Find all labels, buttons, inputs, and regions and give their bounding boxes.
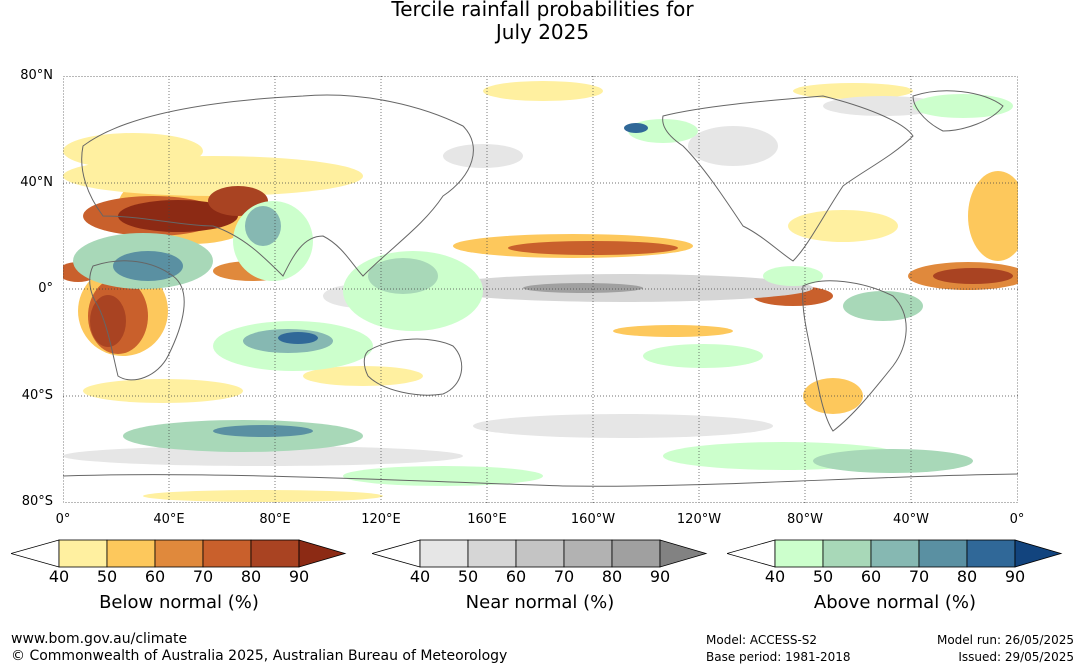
colorbar-segment [563, 539, 613, 568]
colorbar-min-extension [370, 539, 421, 568]
colorbar-max-extension [298, 539, 347, 568]
lat-label-40n: 40°N [20, 175, 53, 190]
footer-issued: Issued: 29/05/2025 [958, 650, 1074, 664]
colorbar-near-normal [370, 539, 712, 573]
map-svg [63, 76, 1018, 503]
colorbar-below-normal [9, 539, 351, 573]
colorbar-segment [822, 539, 872, 568]
footer-model: Model: ACCESS-S2 [706, 633, 818, 647]
colorbar-segment [611, 539, 661, 568]
colorbar-segment [515, 539, 565, 568]
cb-near-tick-70: 70 [553, 567, 575, 586]
cb-near-tick-90: 90 [649, 567, 671, 586]
colorbar-segment [467, 539, 517, 568]
colorbar-max-extension [1014, 539, 1063, 568]
rainfall-probability-map [63, 76, 1018, 503]
colorbar-segment [154, 539, 204, 568]
colorbar-below-title: Below normal (%) [99, 592, 259, 613]
colorbar-above-normal [725, 539, 1067, 573]
map-title-line1: Tercile rainfall probabilities for [391, 0, 694, 21]
colorbar-below-svg [9, 539, 347, 568]
above-normal-regions [73, 94, 1013, 486]
colorbar-segment [58, 539, 108, 568]
cb-below-tick-50: 50 [96, 567, 118, 586]
colorbar-min-extension [725, 539, 776, 568]
colorbar-min-extension [9, 539, 60, 568]
footer-website: www.bom.gov.au/climate [11, 631, 188, 647]
graticule [63, 76, 1018, 503]
colorbar-near-title: Near normal (%) [465, 592, 615, 613]
cb-above-tick-70: 70 [908, 567, 930, 586]
colorbar-near-svg [370, 539, 708, 568]
cb-below-tick-60: 60 [144, 567, 166, 586]
colorbar-above-title: Above normal (%) [813, 592, 977, 613]
cb-above-tick-40: 40 [764, 567, 786, 586]
cb-below-tick-90: 90 [288, 567, 310, 586]
lat-label-40s: 40°S [21, 388, 53, 403]
lon-label-80e: 80°E [259, 512, 291, 527]
lon-label-40w: 40°W [893, 512, 929, 527]
cb-above-tick-50: 50 [812, 567, 834, 586]
colorbar-segment [870, 539, 920, 568]
cb-near-tick-40: 40 [409, 567, 431, 586]
colorbar-segment [774, 539, 824, 568]
colorbar-max-extension [659, 539, 708, 568]
lon-label-120w: 120°W [676, 512, 722, 527]
footer-copyright: © Commonwealth of Australia 2025, Austra… [11, 648, 508, 664]
lon-label-80w: 80°W [787, 512, 823, 527]
lon-label-120e: 120°E [361, 512, 401, 527]
cb-above-tick-90: 90 [1004, 567, 1026, 586]
cb-near-tick-60: 60 [505, 567, 527, 586]
colorbar-segment [202, 539, 252, 568]
colorbar-segment [250, 539, 300, 568]
cb-near-tick-50: 50 [457, 567, 479, 586]
cb-above-tick-60: 60 [860, 567, 882, 586]
colorbar-segment [918, 539, 968, 568]
cb-below-tick-40: 40 [48, 567, 70, 586]
lon-label-160w: 160°W [570, 512, 616, 527]
cb-below-tick-80: 80 [240, 567, 262, 586]
colorbar-segment [966, 539, 1016, 568]
coastlines [63, 90, 1018, 487]
lat-label-0: 0° [38, 281, 53, 296]
colorbar-segment [419, 539, 469, 568]
map-title-line2: July 2025 [495, 20, 590, 44]
footer-model-run: Model run: 26/05/2025 [936, 633, 1074, 647]
cb-near-tick-80: 80 [601, 567, 623, 586]
cb-below-tick-70: 70 [192, 567, 214, 586]
lon-label-160e: 160°E [467, 512, 507, 527]
lat-label-80s: 80°S [21, 494, 53, 509]
lon-label-0: 0° [55, 512, 71, 527]
footer-base-period: Base period: 1981-2018 [706, 650, 851, 664]
lon-label-0-right: 0° [1009, 512, 1025, 527]
lat-label-80n: 80°N [20, 68, 53, 83]
lon-label-40e: 40°E [153, 512, 185, 527]
colorbar-above-svg [725, 539, 1063, 568]
colorbar-segment [106, 539, 156, 568]
cb-above-tick-80: 80 [956, 567, 978, 586]
